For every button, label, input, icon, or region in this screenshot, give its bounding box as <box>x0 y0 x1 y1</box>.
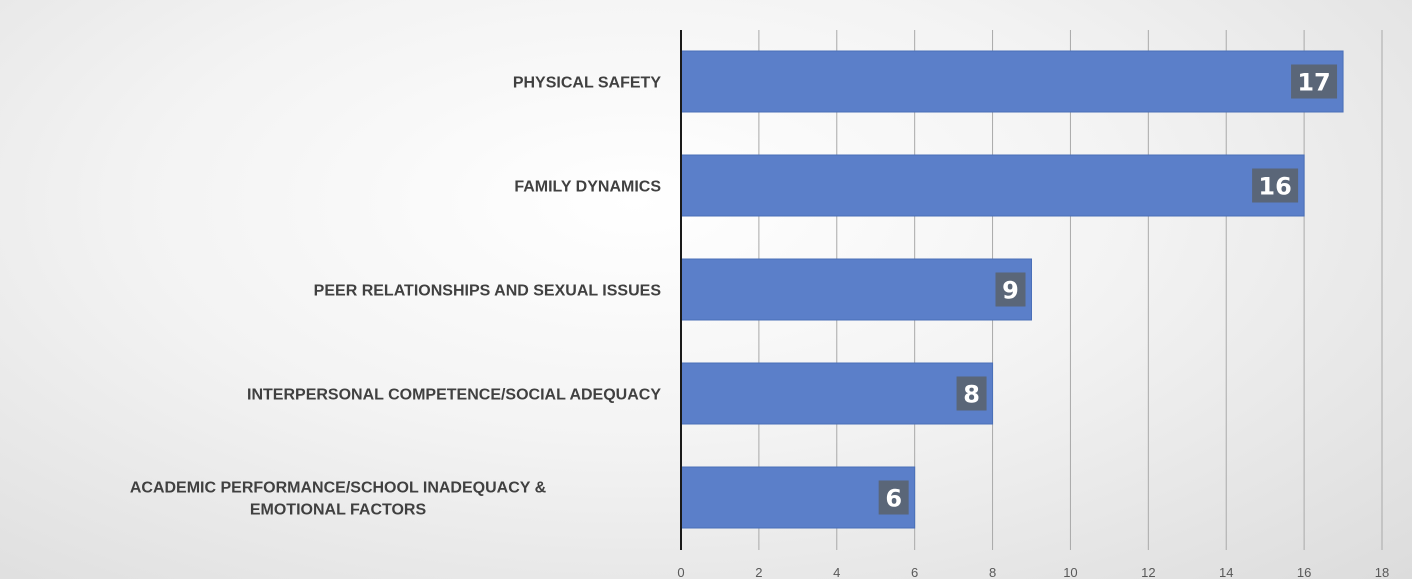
x-tick-label: 18 <box>1375 565 1389 579</box>
data-label-box <box>1291 64 1338 99</box>
data-label-box <box>956 376 987 411</box>
data-label: 17 <box>1297 69 1330 97</box>
x-tick-label: 8 <box>989 565 996 579</box>
x-tick-label: 12 <box>1141 565 1155 579</box>
x-tick-label: 2 <box>755 565 762 579</box>
x-tick-label: 6 <box>911 565 918 579</box>
data-label: 8 <box>963 381 980 409</box>
x-tick-label: 4 <box>833 565 840 579</box>
category-label: INTERPERSONAL COMPETENCE/SOCIAL ADEQUACY <box>247 387 661 404</box>
category-label: FAMILY DYNAMICS <box>514 179 661 196</box>
data-label-box <box>1252 168 1299 203</box>
data-label-box <box>878 480 909 515</box>
bar <box>680 466 916 529</box>
data-label-box <box>995 272 1026 307</box>
category-label: ACADEMIC PERFORMANCE/SCHOOL INADEQUACY &… <box>130 480 547 519</box>
category-label: PHYSICAL SAFETY <box>513 75 662 92</box>
data-label: 16 <box>1258 173 1291 201</box>
category-label: PEER RELATIONSHIPS AND SEXUAL ISSUES <box>314 283 662 300</box>
bar <box>680 50 1344 113</box>
bars: 17 16 9 8 6 <box>680 50 1344 529</box>
data-label: 9 <box>1002 277 1019 305</box>
x-tick-label: 16 <box>1297 565 1311 579</box>
data-label: 6 <box>885 485 902 513</box>
x-tick-label: 10 <box>1063 565 1077 579</box>
x-tick-label: 14 <box>1219 565 1233 579</box>
bar <box>680 362 994 425</box>
x-tick-label: 0 <box>677 565 684 579</box>
bar <box>680 258 1032 321</box>
gridlines <box>758 30 1383 550</box>
bar <box>680 154 1305 217</box>
category-labels: PHYSICAL SAFETY FAMILY DYNAMICS PEER RELAT… <box>130 75 661 519</box>
x-axis-ticks: 0 2 4 6 8 10 12 14 16 18 <box>677 565 1389 579</box>
